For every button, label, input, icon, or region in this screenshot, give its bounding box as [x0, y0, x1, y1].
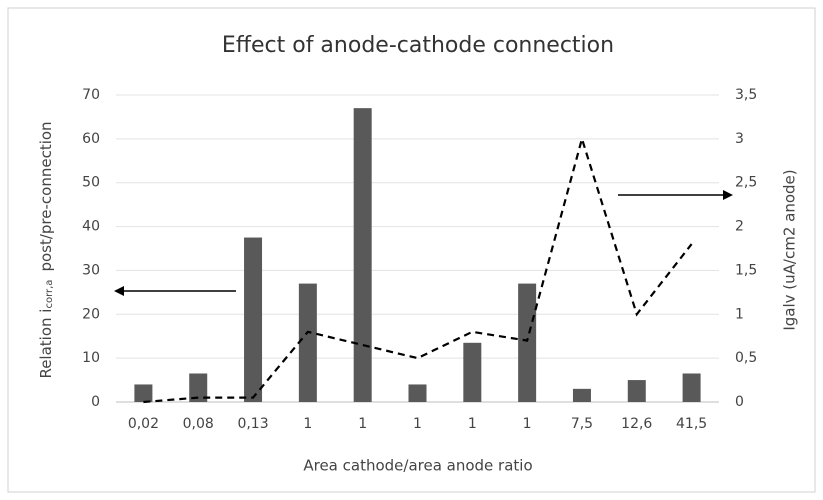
x-tick-label: 0,08: [183, 416, 214, 432]
y2-tick-label: 0: [735, 394, 744, 410]
y2-tick-label: 1: [735, 306, 744, 322]
bar: [134, 384, 153, 402]
bar: [244, 237, 263, 402]
x-tick-label: 1: [413, 416, 422, 432]
bar: [627, 380, 646, 402]
y-tick-label: 40: [82, 219, 100, 235]
right-arrow: [618, 190, 733, 200]
y-tick-label: 70: [82, 87, 100, 103]
x-tick-label: 41,5: [676, 416, 707, 432]
y-axis-label: Relation icorr,a post/pre-connection: [37, 121, 56, 378]
bar: [353, 108, 372, 403]
x-tick-label: 12,6: [621, 416, 652, 432]
y2-tick-label: 1,5: [735, 262, 757, 278]
bar: [682, 373, 701, 402]
y-label-subscript: corr,a: [44, 280, 55, 309]
y-tick-label: 20: [82, 306, 100, 322]
chart-frame: [7, 7, 816, 493]
bar: [572, 388, 591, 402]
y-tick-label: 60: [82, 131, 100, 147]
y2-axis-label: Igalv (uA/cm2 anode): [781, 169, 799, 330]
bar: [408, 384, 427, 402]
bar: [463, 342, 482, 402]
x-tick-label: 1: [468, 416, 477, 432]
x-tick-label: 1: [523, 416, 532, 432]
x-tick-label: 0,13: [237, 416, 268, 432]
y-label-part: Relation i: [37, 309, 55, 379]
y-tick-label: 50: [82, 175, 100, 191]
y2-tick-label: 2,5: [735, 175, 757, 191]
y-tick-label: 10: [82, 350, 100, 366]
bar: [518, 283, 537, 402]
y-tick-label: 0: [91, 394, 100, 410]
y2-tick-label: 3,5: [735, 87, 757, 103]
y2-tick-label: 3: [735, 131, 744, 147]
bar: [298, 283, 317, 402]
x-axis-label: Area cathode/area anode ratio: [303, 457, 532, 475]
left-arrow: [114, 286, 236, 296]
y-tick-label: 30: [82, 262, 100, 278]
chart-title: Effect of anode-cathode connection: [222, 33, 614, 58]
x-tick-label: 1: [358, 416, 367, 432]
x-tick-label: 1: [303, 416, 312, 432]
x-tick-label: 0,02: [128, 416, 159, 432]
y2-tick-label: 2: [735, 219, 744, 235]
bar: [189, 373, 208, 402]
y-label-part: post/pre-connection: [37, 121, 55, 271]
x-tick-label: 7,5: [571, 416, 593, 432]
y2-tick-label: 0,5: [735, 350, 757, 366]
